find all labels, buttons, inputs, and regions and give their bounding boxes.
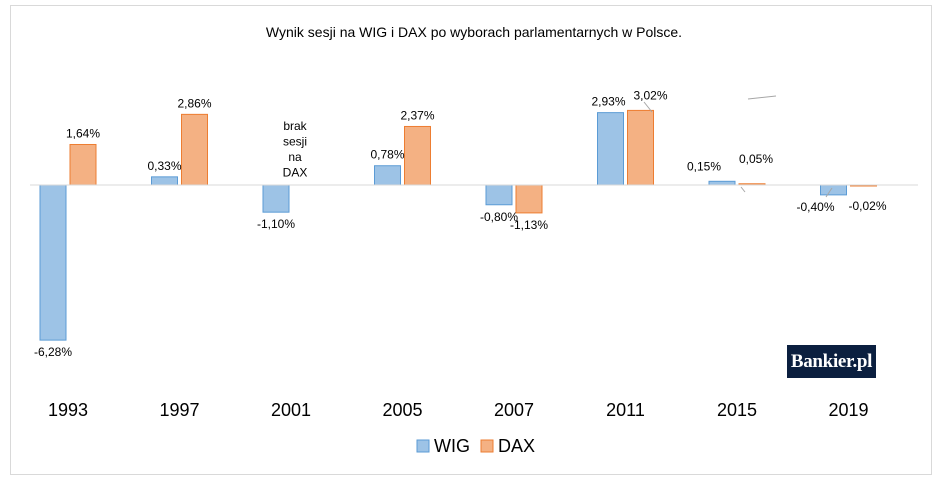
- data-label-wig-2005: 0,78%: [370, 148, 404, 162]
- legend-swatch-dax: [480, 439, 494, 453]
- category-label-2015: 2015: [717, 400, 757, 420]
- bankier-logo: Bankier.pl: [787, 345, 876, 378]
- bar-dax-2005: [404, 125, 431, 186]
- leader-line-3: [643, 101, 653, 113]
- data-label-dax-2011: 3,02%: [633, 88, 667, 102]
- data-label-wig-2001: -1,10%: [257, 217, 295, 231]
- logo-text: Bankier.pl: [790, 350, 873, 372]
- legend-label-wig: WIG: [434, 436, 470, 456]
- chart-title: Wynik sesji na WIG i DAX po wyborach par…: [266, 24, 682, 40]
- bar-wig-2019: [820, 184, 847, 196]
- annotation-line-1: brak: [283, 119, 307, 133]
- bar-wig-1993: [39, 184, 67, 341]
- legend-swatch-wig: [416, 439, 430, 453]
- bar-dax-2011: [627, 109, 654, 186]
- data-label-wig-1993: -6,28%: [34, 345, 72, 359]
- data-label-wig-1997: 0,33%: [147, 159, 181, 173]
- data-label-dax-1997: 2,86%: [177, 96, 211, 110]
- bar-dax-2007: [515, 184, 543, 214]
- data-label-dax-2005: 2,37%: [400, 108, 434, 122]
- category-label-2019: 2019: [828, 400, 868, 420]
- annotation-line-3: na: [288, 150, 302, 164]
- data-label-dax-2007: -1,13%: [510, 218, 548, 232]
- data-label-dax-2019: -0,02%: [848, 199, 886, 213]
- annotation-line-4: DAX: [283, 166, 308, 180]
- leader-line-1: [747, 95, 777, 100]
- leader-line-0: [740, 186, 746, 193]
- category-label-1993: 1993: [48, 400, 88, 420]
- leader-line-2: [825, 187, 833, 198]
- legend-label-dax: DAX: [498, 436, 535, 456]
- bar-wig-2015: [708, 180, 736, 186]
- category-label-2005: 2005: [382, 400, 422, 420]
- data-label-wig-2011: 2,93%: [591, 95, 625, 109]
- bar-wig-2011: [597, 112, 624, 186]
- chart-frame: [10, 5, 932, 475]
- category-label-2007: 2007: [494, 400, 534, 420]
- data-label-dax-1993: 1,64%: [66, 126, 100, 140]
- bar-dax-1997: [181, 113, 208, 186]
- category-label-2001: 2001: [271, 400, 311, 420]
- bar-wig-2001: [262, 184, 290, 213]
- data-label-wig-2007: -0,80%: [480, 210, 518, 224]
- bar-wig-2005: [374, 165, 401, 186]
- bar-dax-1993: [69, 143, 97, 186]
- category-label-1997: 1997: [159, 400, 199, 420]
- bar-wig-2007: [485, 184, 513, 206]
- data-label-dax-2015: 0,05%: [739, 152, 773, 166]
- annotation-line-2: sesji: [283, 135, 307, 149]
- category-label-2011: 2011: [606, 400, 645, 420]
- data-label-wig-2019: -0,40%: [796, 200, 834, 214]
- bar-wig-1997: [151, 176, 178, 186]
- data-label-wig-2015: 0,15%: [687, 159, 721, 173]
